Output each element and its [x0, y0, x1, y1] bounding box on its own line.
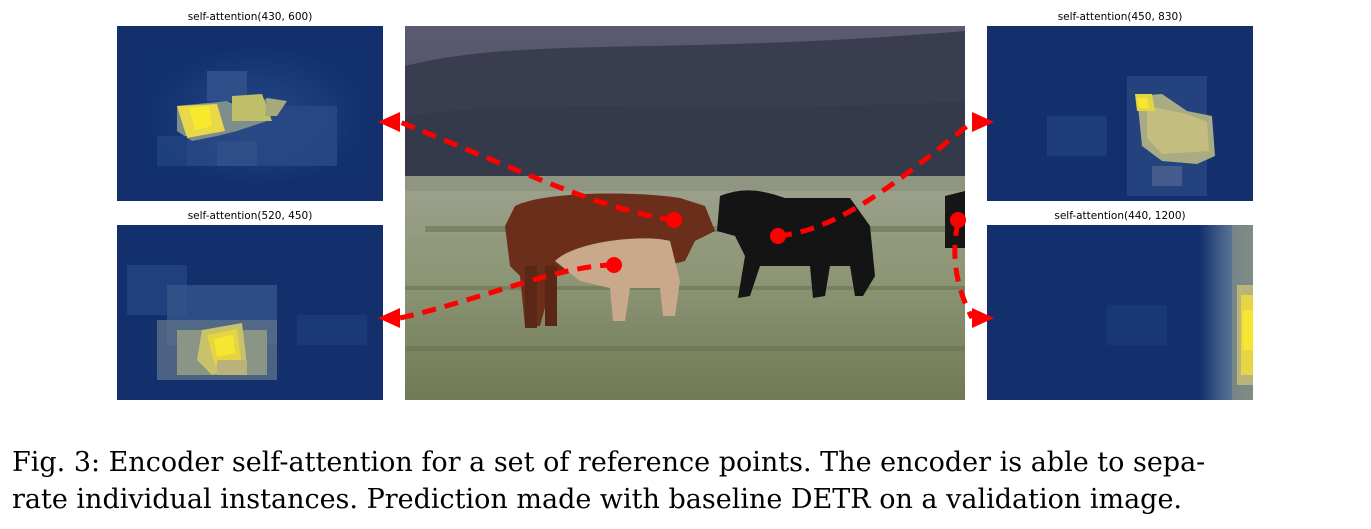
validation-photo	[405, 26, 965, 400]
panel-title-2: self-attention(520, 450)	[187, 210, 313, 222]
caption-line-1: Fig. 3: Encoder self-attention for a set…	[12, 447, 1206, 478]
panel-title-4: self-attention(440, 1200)	[1054, 210, 1186, 222]
panel-title-3: self-attention(450, 830)	[1057, 11, 1183, 23]
figure-caption: Fig. 3: Encoder self-attention for a set…	[12, 444, 1362, 518]
attention-heatmap-1	[117, 26, 383, 201]
panel-title-1: self-attention(430, 600)	[187, 11, 313, 23]
attention-heatmap-2	[117, 225, 383, 400]
attention-heatmap-3	[987, 26, 1253, 201]
caption-line-2: rate individual instances. Prediction ma…	[12, 484, 1183, 515]
attention-heatmap-4	[987, 225, 1253, 400]
attention-panel-1: self-attention(430, 600)	[117, 11, 383, 201]
attention-panel-2: self-attention(520, 450)	[117, 210, 383, 400]
attention-panel-4: self-attention(440, 1200)	[987, 210, 1253, 400]
attention-panel-3: self-attention(450, 830)	[987, 11, 1253, 201]
